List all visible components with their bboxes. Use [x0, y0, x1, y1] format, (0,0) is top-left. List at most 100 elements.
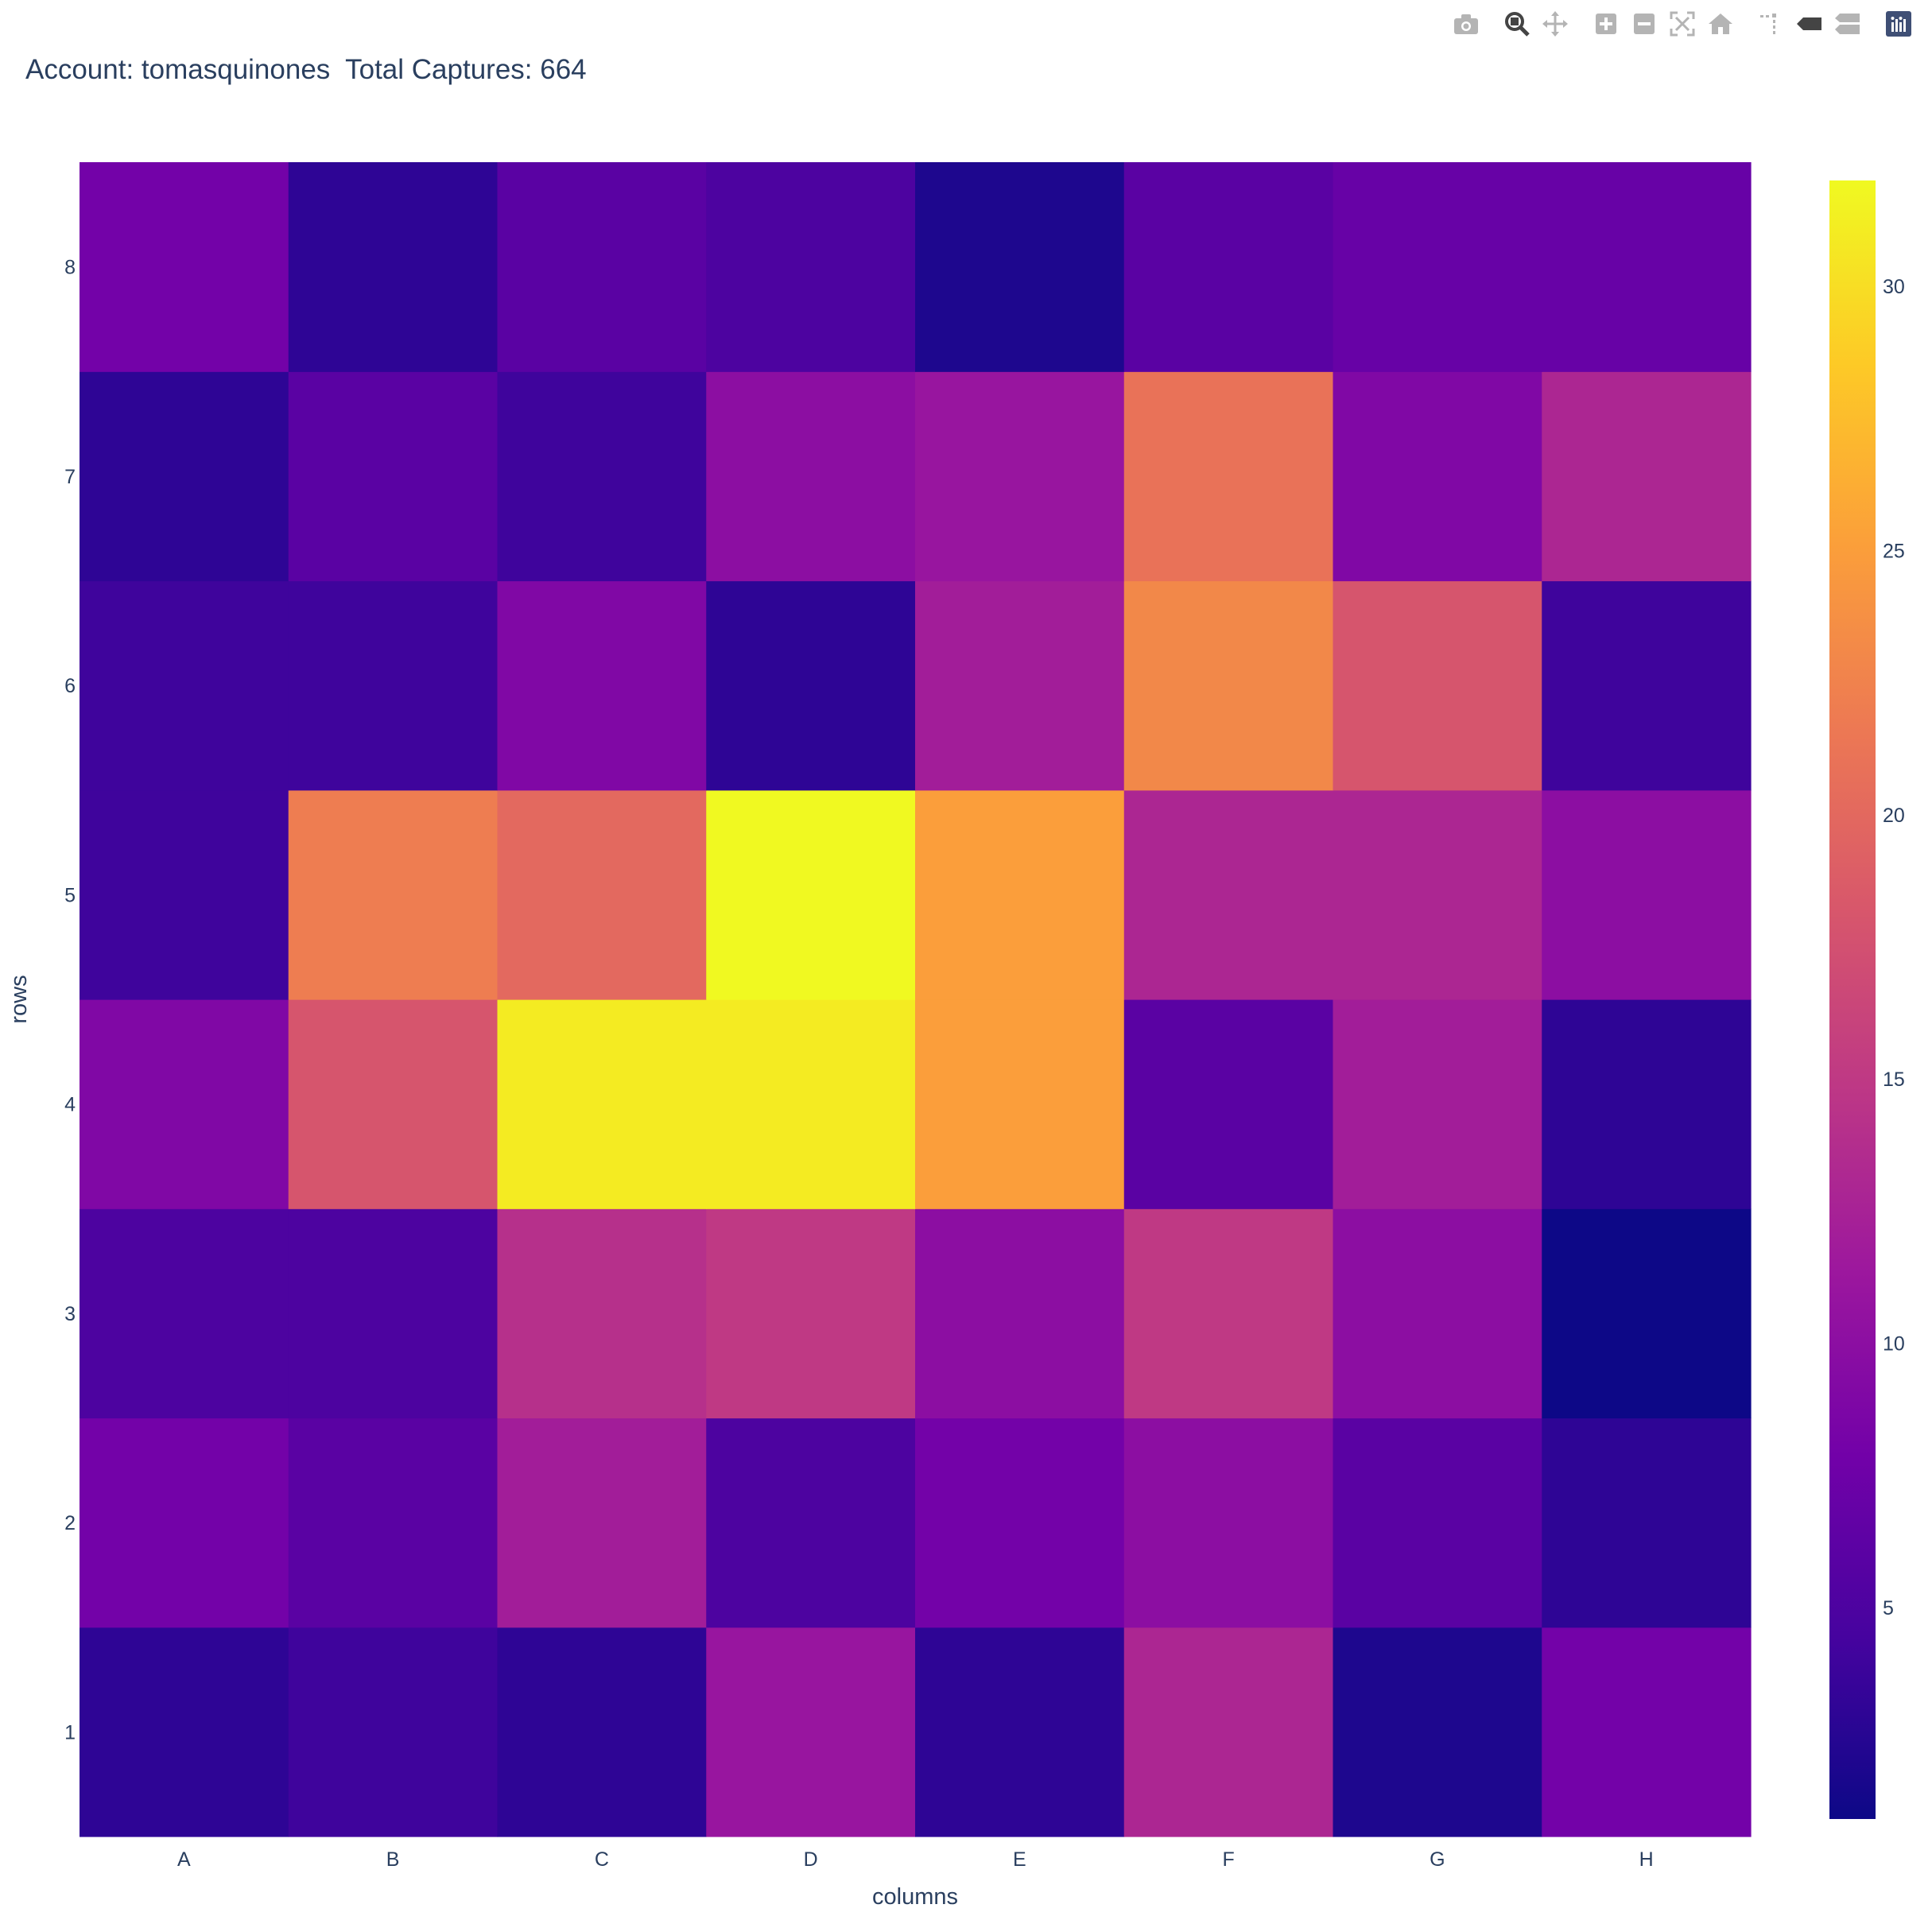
x-axis-ticks: A B C D E F G H [177, 1848, 1654, 1871]
heatmap-cell-E4[interactable] [915, 999, 1125, 1209]
heatmap-cell-B6[interactable] [288, 580, 499, 791]
modebar [1449, 8, 1916, 40]
heatmap-cell-A4[interactable] [80, 999, 289, 1209]
heatmap-cell-C7[interactable] [497, 371, 707, 582]
heatmap-cell-G1[interactable] [1333, 1627, 1542, 1837]
heatmap-cell-B4[interactable] [288, 999, 499, 1209]
heatmap-cell-A5[interactable] [80, 789, 289, 1000]
heatmap-cell-G2[interactable] [1333, 1418, 1542, 1628]
heatmap-cell-G3[interactable] [1333, 1208, 1542, 1419]
y-axis-title: rows [6, 975, 32, 1023]
heatmap-cell-E5[interactable] [915, 789, 1125, 1000]
heatmap-cell-H4[interactable] [1542, 999, 1752, 1209]
colorbar-tick-label: 10 [1883, 1333, 1905, 1356]
heatmap-cell-H3[interactable] [1542, 1208, 1752, 1419]
heatmap-cell-A7[interactable] [80, 371, 289, 582]
heatmap-cells [80, 162, 1752, 1837]
heatmap-cell-F6[interactable] [1123, 580, 1334, 791]
heatmap-cell-B2[interactable] [288, 1418, 499, 1628]
y-tick-label: 1 [64, 1721, 76, 1743]
colorbar [1829, 180, 1876, 1819]
autoscale-icon[interactable] [1665, 8, 1700, 40]
x-tick-label: E [1013, 1848, 1026, 1871]
heatmap-cell-D5[interactable] [706, 789, 916, 1000]
heatmap-cell-G6[interactable] [1333, 580, 1542, 791]
heatmap-cell-F3[interactable] [1123, 1208, 1334, 1419]
y-tick-label: 3 [64, 1303, 76, 1325]
heatmap-cell-D7[interactable] [706, 371, 916, 582]
heatmap-cell-A6[interactable] [80, 580, 289, 791]
pan-icon[interactable] [1538, 8, 1573, 40]
y-tick-label: 8 [64, 257, 76, 279]
y-axis-ticks: 1 2 3 4 5 6 7 8 [64, 257, 76, 1744]
heatmap-cell-H7[interactable] [1542, 371, 1752, 582]
y-tick-label: 7 [64, 466, 76, 488]
heatmap-cell-C5[interactable] [497, 789, 707, 1000]
heatmap-cell-B8[interactable] [288, 162, 499, 372]
heatmap-cell-D1[interactable] [706, 1627, 916, 1837]
heatmap-cell-G4[interactable] [1333, 999, 1542, 1209]
heatmap-cell-C4[interactable] [497, 999, 707, 1209]
heatmap-cell-H1[interactable] [1542, 1627, 1752, 1837]
heatmap-cell-C8[interactable] [497, 162, 707, 372]
zoom-icon[interactable] [1499, 8, 1534, 40]
heatmap-cell-F4[interactable] [1123, 999, 1334, 1209]
x-tick-label: G [1430, 1848, 1445, 1871]
heatmap-cell-B7[interactable] [288, 371, 499, 582]
heatmap-cell-C2[interactable] [497, 1418, 707, 1628]
heatmap-cell-H5[interactable] [1542, 789, 1752, 1000]
heatmap-cell-E2[interactable] [915, 1418, 1125, 1628]
spike-lines-icon[interactable] [1754, 8, 1789, 40]
reset-axes-icon[interactable] [1703, 8, 1738, 40]
heatmap-cell-D8[interactable] [706, 162, 916, 372]
heatmap-cell-D3[interactable] [706, 1208, 916, 1419]
zoom-out-icon[interactable] [1627, 8, 1662, 40]
heatmap-cell-E3[interactable] [915, 1208, 1125, 1419]
heatmap-cell-G5[interactable] [1333, 789, 1542, 1000]
heatmap-cell-B1[interactable] [288, 1627, 499, 1837]
colorbar-tick-label: 25 [1883, 540, 1905, 562]
x-tick-label: B [386, 1848, 400, 1871]
heatmap-cell-A1[interactable] [80, 1627, 289, 1837]
heatmap-cell-F1[interactable] [1123, 1627, 1334, 1837]
heatmap-cell-F7[interactable] [1123, 371, 1334, 582]
heatmap-cell-B3[interactable] [288, 1208, 499, 1419]
heatmap-cell-C6[interactable] [497, 580, 707, 791]
y-tick-label: 5 [64, 884, 76, 906]
y-tick-label: 6 [64, 675, 76, 697]
x-tick-label: F [1222, 1848, 1234, 1871]
heatmap-cell-A2[interactable] [80, 1418, 289, 1628]
x-tick-label: H [1639, 1848, 1654, 1871]
heatmap-cell-F2[interactable] [1123, 1418, 1334, 1628]
heatmap-cell-D2[interactable] [706, 1418, 916, 1628]
heatmap-cell-F8[interactable] [1123, 162, 1334, 372]
heatmap-cell-A3[interactable] [80, 1208, 289, 1419]
camera-icon[interactable] [1449, 8, 1484, 40]
heatmap-cell-C3[interactable] [497, 1208, 707, 1419]
heatmap-cell-D6[interactable] [706, 580, 916, 791]
heatmap-cell-B5[interactable] [288, 789, 499, 1000]
heatmap-cell-H8[interactable] [1542, 162, 1752, 372]
heatmap-cell-C1[interactable] [497, 1627, 707, 1837]
heatmap-cell-D4[interactable] [706, 999, 916, 1209]
heatmap-cell-G8[interactable] [1333, 162, 1542, 372]
colorbar-tick-label: 5 [1883, 1597, 1894, 1619]
heatmap-cell-G7[interactable] [1333, 371, 1542, 582]
heatmap-cell-E7[interactable] [915, 371, 1125, 582]
heatmap-cell-E6[interactable] [915, 580, 1125, 791]
y-tick-label: 4 [64, 1094, 76, 1116]
heatmap-cell-F5[interactable] [1123, 789, 1334, 1000]
plotly-logo-icon[interactable] [1881, 8, 1916, 40]
heatmap-cell-E8[interactable] [915, 162, 1125, 372]
x-axis-title: columns [872, 1884, 958, 1910]
hover-closest-icon[interactable] [1792, 8, 1827, 40]
zoom-in-icon[interactable] [1589, 8, 1624, 40]
heatmap-cell-H6[interactable] [1542, 580, 1752, 791]
heatmap-cell-E1[interactable] [915, 1627, 1125, 1837]
heatmap-cell-H2[interactable] [1542, 1418, 1752, 1628]
x-tick-label: A [177, 1848, 191, 1871]
colorbar-tick-label: 30 [1883, 276, 1905, 298]
hover-compare-icon[interactable] [1830, 8, 1865, 40]
heatmap-cell-A8[interactable] [80, 162, 289, 372]
